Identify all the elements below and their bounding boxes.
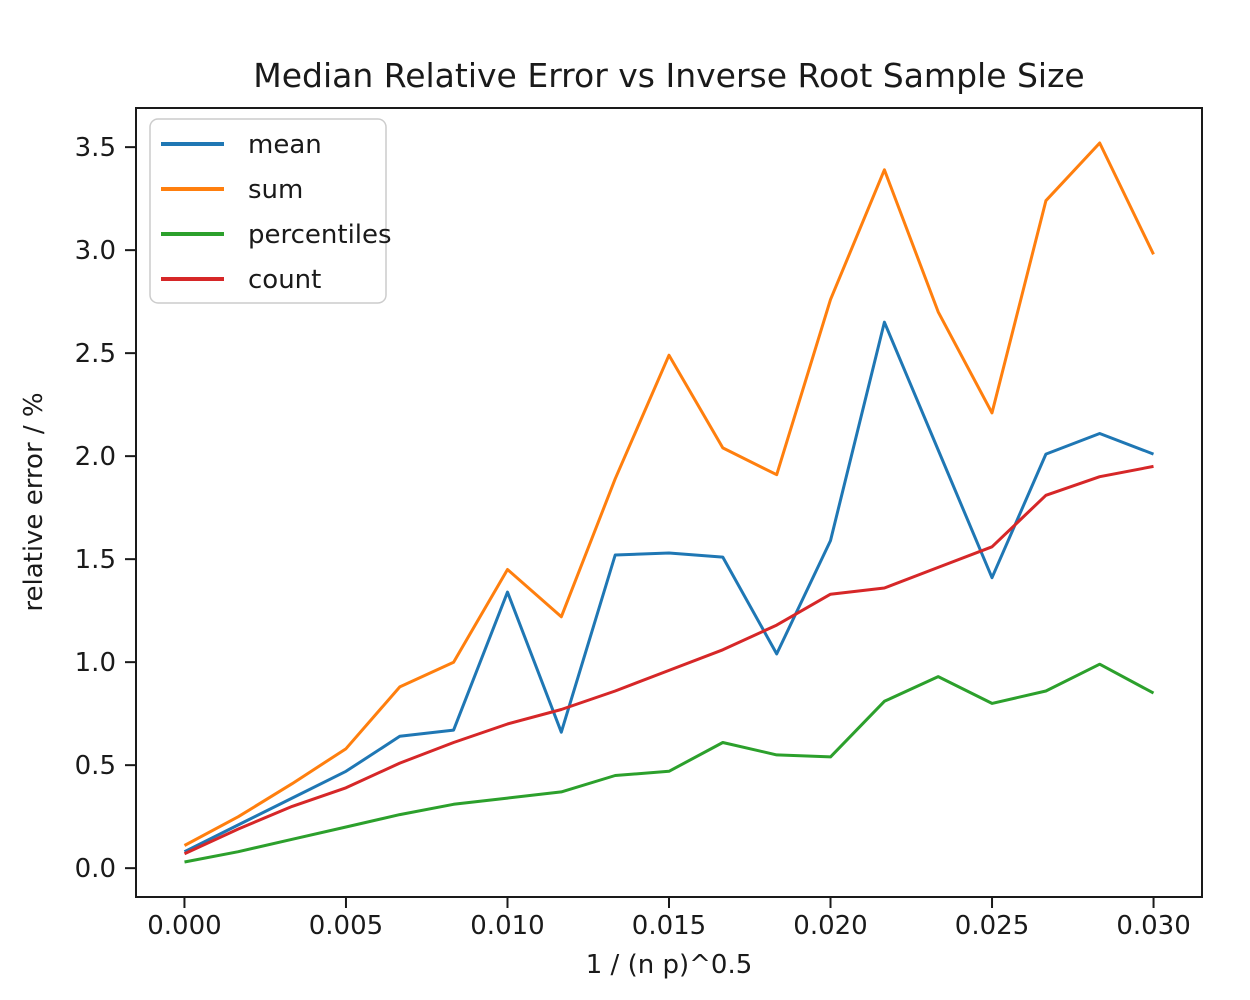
x-tick-label: 0.025 <box>955 911 1029 941</box>
series-line-count <box>183 464 1154 856</box>
x-tick-label: 0.030 <box>1116 911 1190 941</box>
y-tick-label: 3.0 <box>75 236 116 266</box>
legend-label-percentiles: percentiles <box>248 220 392 250</box>
x-tick-label: 0.010 <box>470 911 544 941</box>
y-tick-label: 0.5 <box>75 751 116 781</box>
y-tick-label: 0.0 <box>75 854 116 884</box>
x-tick-label: 0.020 <box>793 911 867 941</box>
y-tick-label: 3.5 <box>75 133 116 163</box>
y-tick-label: 2.0 <box>75 442 116 472</box>
y-tick-label: 2.5 <box>75 339 116 369</box>
x-tick-label: 0.000 <box>147 911 221 941</box>
y-axis-label: relative error / % <box>19 392 49 612</box>
legend <box>149 118 387 304</box>
legend-label-count: count <box>248 265 321 295</box>
chart-title: Median Relative Error vs Inverse Root Sa… <box>253 56 1085 95</box>
x-tick-label: 0.015 <box>632 911 706 941</box>
series-line-mean <box>183 320 1155 854</box>
x-tick-label: 0.005 <box>309 911 383 941</box>
legend-label-mean: mean <box>248 130 322 160</box>
legend-label-sum: sum <box>248 175 303 205</box>
y-tick-label: 1.0 <box>75 648 116 678</box>
x-axis-label: 1 / (n p)^0.5 <box>585 950 753 980</box>
y-tick-label: 1.5 <box>75 545 116 575</box>
series-line-percentiles <box>184 662 1155 864</box>
series-line-sum <box>183 141 1155 847</box>
